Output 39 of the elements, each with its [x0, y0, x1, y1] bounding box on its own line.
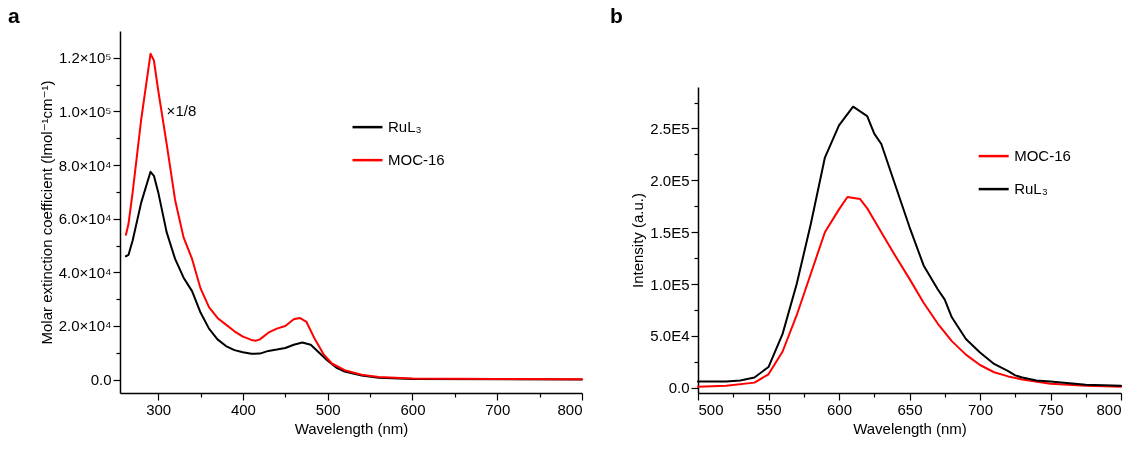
x-tick-label: 600	[826, 400, 853, 418]
legend-label: MOC-16	[1014, 147, 1071, 165]
y-tick-label: 0.0	[90, 371, 112, 389]
x-tick-label: 500	[698, 400, 724, 418]
y-tick-label: 1.0×10⁵	[58, 102, 112, 120]
line-series	[697, 195, 1122, 388]
y-tick-label: 0.0	[668, 379, 690, 397]
x-tick-label: 800	[557, 400, 583, 418]
y-tick-label: 5.0E4	[650, 327, 690, 345]
line-series	[124, 52, 583, 381]
x-tick-label: 650	[897, 400, 923, 418]
y-tick-label: 2.5E5	[650, 119, 690, 137]
annotation: ×1/8	[166, 102, 197, 120]
y-tick-label: 8.0×10⁴	[58, 156, 112, 174]
legend-label: MOC-16	[388, 151, 445, 169]
y-tick-label: 1.2×10⁵	[58, 49, 112, 67]
x-tick-label: 550	[756, 400, 782, 418]
legend-label: RuL₃	[1014, 180, 1048, 198]
x-axis-title: Wavelength (nm)	[294, 419, 409, 437]
x-tick-label: 400	[230, 400, 256, 418]
y-axis-title: Molar extinction coefficient (lmol⁻¹cm⁻¹)	[37, 80, 55, 345]
y-tick-label: 2.0×10⁴	[58, 317, 112, 335]
x-tick-label: 750	[1038, 400, 1064, 418]
legend-label: RuL₃	[388, 118, 422, 136]
y-axis-title: Intensity (a.u.)	[629, 192, 647, 289]
y-tick-label: 6.0×10⁴	[58, 210, 112, 228]
x-axis-title: Wavelength (nm)	[853, 419, 967, 437]
y-tick-label: 4.0×10⁴	[58, 263, 112, 281]
x-tick-label: 700	[485, 400, 511, 418]
chart-title: b	[610, 4, 623, 27]
y-tick-label: 1.5E5	[650, 223, 690, 241]
chart-title: a	[8, 4, 20, 27]
x-tick-label: 500	[315, 400, 341, 418]
x-tick-label: 300	[146, 400, 172, 418]
y-tick-label: 1.0E5	[650, 275, 690, 293]
x-tick-label: 800	[1096, 400, 1122, 418]
x-tick-label: 600	[400, 400, 426, 418]
x-tick-label: 700	[967, 400, 994, 418]
y-tick-label: 2.0E5	[650, 171, 690, 189]
